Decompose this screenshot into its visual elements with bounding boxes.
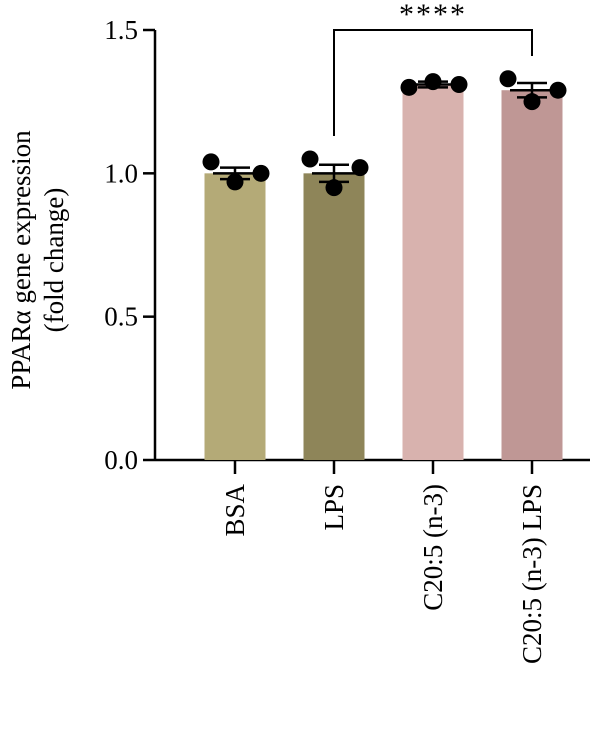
- data-point: [549, 81, 567, 99]
- data-point: [351, 159, 369, 177]
- category-label: C20:5 (n-3) LPS: [517, 484, 547, 664]
- data-point: [226, 173, 244, 191]
- data-point: [499, 70, 517, 88]
- data-point: [400, 78, 418, 96]
- data-point: [301, 150, 319, 168]
- data-point: [325, 179, 343, 197]
- bar-3: [402, 84, 464, 460]
- y-tick-label: 0.0: [104, 445, 138, 475]
- significance-annotations: ****: [333, 0, 533, 136]
- y-axis-title-line2: (fold change): [39, 188, 69, 333]
- data-point: [424, 73, 442, 91]
- data-point: [252, 164, 270, 182]
- y-tick-label: 1.5: [104, 15, 138, 45]
- data-points: [202, 70, 567, 197]
- bar-2: [303, 173, 365, 461]
- y-ticks: 0.0 0.5 1.0 1.5: [104, 15, 534, 475]
- category-label: C20:5 (n-3): [418, 484, 448, 611]
- y-tick-label: 0.5: [104, 302, 138, 332]
- data-point: [450, 75, 468, 93]
- data-point: [202, 153, 220, 171]
- significance-bracket: [333, 29, 533, 136]
- bars: [204, 84, 563, 461]
- significance-label: ****: [399, 0, 467, 31]
- category-label: LPS: [319, 484, 349, 531]
- category-label: BSA: [220, 484, 250, 537]
- y-tick-label: 1.0: [104, 158, 138, 188]
- bar-1: [204, 173, 266, 461]
- y-axis-title-line1: PPARα gene expression: [6, 130, 36, 390]
- x-category-labels: BSA LPS C20:5 (n-3) C20:5 (n-3) LPS: [220, 484, 547, 665]
- data-point: [523, 93, 541, 111]
- bar-4: [501, 90, 563, 460]
